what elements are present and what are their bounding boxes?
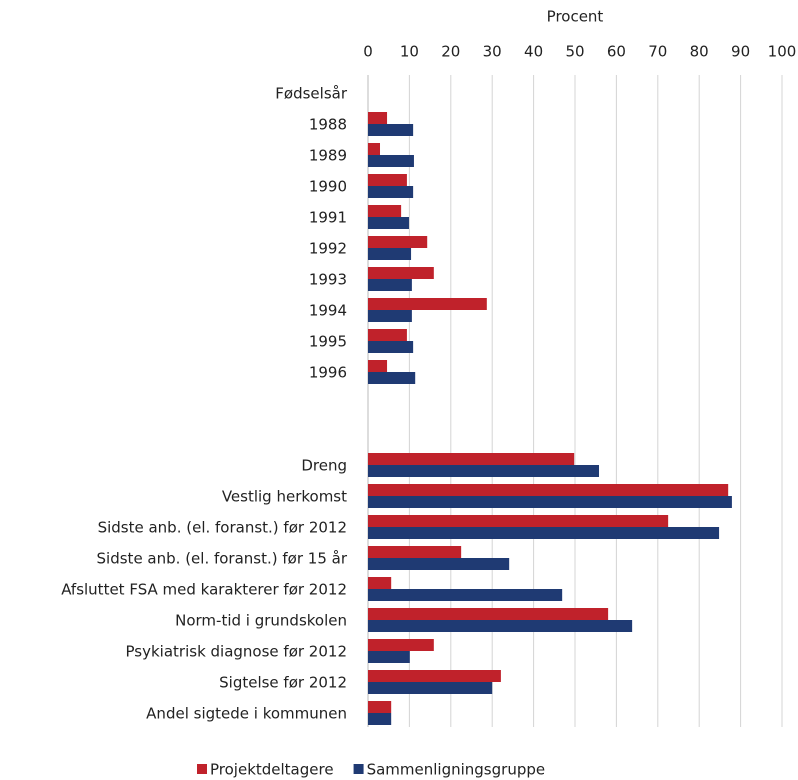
y-tick-label: 1996 [309,364,347,382]
bar [368,236,428,248]
y-tick-label: Psykiatrisk diagnose før 2012 [126,643,347,661]
bar [368,298,487,310]
x-tick-label: 100 [768,43,797,61]
x-tick-label: 0 [363,43,373,61]
y-tick-label: Sidste anb. (el. foranst.) før 15 år [97,550,348,568]
x-tick-label: 20 [441,43,460,61]
bar [368,465,600,477]
y-tick-label: 1992 [309,240,347,258]
bar [368,155,414,167]
legend-swatch [197,764,207,774]
bar [368,496,732,508]
bar [368,310,412,322]
bar [368,701,392,713]
y-tick-label: Afsluttet FSA med karakterer før 2012 [61,581,347,599]
x-tick-label: 10 [400,43,419,61]
y-tick-label: Sidste anb. (el. foranst.) før 2012 [98,519,347,537]
bar [368,205,402,217]
bar [368,279,412,291]
legend-label: Projektdeltagere [210,761,334,779]
y-tick-label: Norm-tid i grundskolen [175,612,347,630]
bar [368,360,388,372]
bar [368,329,407,341]
y-tick-label: 1990 [309,178,347,196]
bar [368,527,720,539]
y-tick-label: 1988 [309,116,347,134]
legend-label: Sammenligningsgruppe [367,761,546,779]
bar [368,620,633,632]
bar [368,372,416,384]
x-tick-label: 90 [731,43,750,61]
bar [368,651,410,663]
bar [368,484,729,496]
x-tick-label: 60 [607,43,626,61]
y-tick-label: 1994 [309,302,347,320]
bar [368,341,414,353]
y-tick-label: 1989 [309,147,347,165]
bar [368,186,414,198]
bar [368,248,412,260]
bar [368,546,462,558]
bar [368,682,493,694]
y-tick-label: Andel sigtede i kommunen [146,705,347,723]
x-tick-label: 80 [690,43,709,61]
bar [368,639,434,651]
x-tick-label: 50 [565,43,584,61]
bar [368,558,510,570]
x-axis-title: Procent [547,8,604,26]
y-tick-label: Dreng [301,457,347,475]
x-tick-label: 30 [483,43,502,61]
bar [368,713,392,725]
bar [368,217,409,229]
y-tick-label: 1993 [309,271,347,289]
bar [368,174,407,186]
legend-swatch [353,764,364,774]
x-tick-label: 40 [524,43,543,61]
bar [368,124,414,136]
y-tick-label: Sigtelse før 2012 [219,674,347,692]
bar [368,515,669,527]
bar [368,267,434,279]
bar [368,577,392,589]
bar [368,589,563,601]
y-tick-label: 1991 [309,209,347,227]
bar [368,670,501,682]
bar [368,608,609,620]
y-tick-label: Fødselsår [275,85,348,103]
bar [368,112,388,124]
x-tick-label: 70 [648,43,667,61]
y-tick-label: 1995 [309,333,347,351]
y-tick-label: Vestlig herkomst [222,488,347,506]
bar [368,143,381,155]
bar [368,453,575,465]
